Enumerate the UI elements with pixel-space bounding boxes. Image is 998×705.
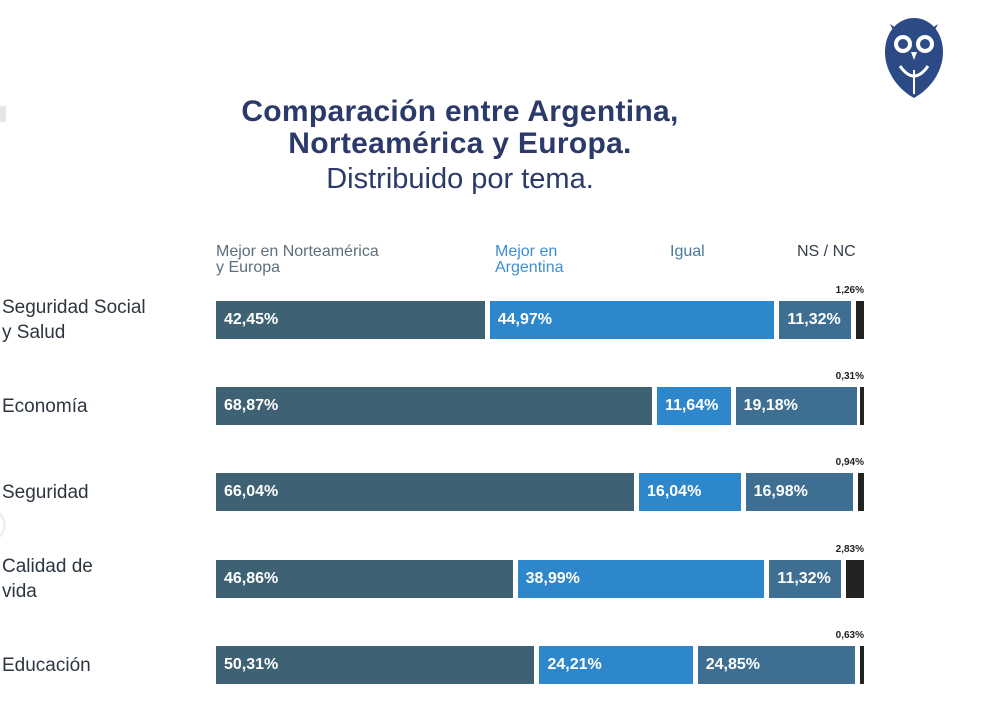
legend-label: Igual <box>670 243 705 260</box>
legend-item: NS / NC <box>797 244 856 260</box>
legend-label: Argentina <box>495 259 564 276</box>
category-label-line: Seguridad <box>2 481 89 503</box>
title-line-2: Norteamérica y Europa. <box>288 127 632 160</box>
bar-segment <box>860 387 864 425</box>
bar-value-label: 24,85% <box>705 656 760 673</box>
category-label: Educación <box>2 653 91 678</box>
bar-value-label: 19,18% <box>743 397 798 414</box>
bar-segment: 11,32% <box>769 560 842 598</box>
owl-logo-icon <box>885 18 943 98</box>
bar-value-label: 46,86% <box>224 570 279 587</box>
category-label-line: Calidad de <box>2 556 93 577</box>
chart-title: Comparación entre Argentina, Norteaméric… <box>150 96 770 196</box>
bar-segment: 11,64% <box>656 387 731 425</box>
category-label: Seguridad Social y Salud <box>2 295 146 345</box>
bar-segment: 24,21% <box>539 646 693 684</box>
edge-decoration-arc <box>0 508 6 542</box>
nsnc-value-label: 1,26% <box>835 285 864 296</box>
bar-value-label: 66,04% <box>224 483 279 500</box>
legend-label: NS / NC <box>797 243 856 260</box>
bar-value-label: 44,97% <box>497 311 552 328</box>
bar-value-label: 16,04% <box>647 483 702 500</box>
category-label-line: Educación <box>2 654 91 676</box>
nsnc-value-label: 2,83% <box>835 544 864 555</box>
nsnc-value-label: 0,31% <box>835 371 864 382</box>
category-label-line: Economía <box>2 395 88 417</box>
nsnc-value-label: 0,63% <box>835 630 864 641</box>
bar-segment <box>856 301 864 339</box>
nsnc-value-label: 0,94% <box>835 457 864 468</box>
category-label-line: Seguridad Social <box>2 297 146 318</box>
bar-segment: 16,98% <box>745 473 854 511</box>
bar-value-label: 68,87% <box>224 397 279 414</box>
bar-value-label: 11,64% <box>664 397 719 414</box>
bar-value-label: 24,21% <box>547 656 602 673</box>
legend-item: Mejor en Norteamérica y Europa <box>216 244 379 276</box>
legend-item: Igual <box>670 244 705 260</box>
bar-value-label: 11,32% <box>777 570 831 587</box>
bar-value-label: 38,99% <box>525 570 580 587</box>
bar-value-label: 11,32% <box>787 311 841 328</box>
bar-value-label: 16,98% <box>753 483 808 500</box>
bar-segment: 38,99% <box>517 560 765 598</box>
bar-segment: 66,04% <box>216 473 635 511</box>
legend-label: Mejor en <box>495 243 558 260</box>
bar-segment: 46,86% <box>216 560 513 598</box>
category-label: Calidad de vida <box>2 554 93 604</box>
bar-segment: 24,85% <box>697 646 855 684</box>
bar-segment <box>858 473 864 511</box>
title-line-1: Comparación entre Argentina, <box>241 95 679 128</box>
bar-value-label: 50,31% <box>224 656 279 673</box>
category-label-line: y Salud <box>2 322 66 343</box>
legend-label: y Europa <box>216 259 281 276</box>
bar-segment: 19,18% <box>735 387 858 425</box>
bar-segment: 42,45% <box>216 301 485 339</box>
bar-segment <box>860 646 864 684</box>
category-label-line: vida <box>2 581 37 602</box>
bar-segment: 68,87% <box>216 387 652 425</box>
category-label: Seguridad <box>2 480 89 505</box>
bar-segment: 44,97% <box>489 301 775 339</box>
chart-subtitle: Distribuido por tema. <box>326 163 594 195</box>
bar-segment: 11,32% <box>779 301 851 339</box>
edge-decoration <box>0 106 6 122</box>
legend-label: Mejor en Norteamérica <box>216 243 379 260</box>
bar-value-label: 42,45% <box>224 311 279 328</box>
bar-segment: 50,31% <box>216 646 535 684</box>
category-label: Economía <box>2 394 88 419</box>
bar-segment: 16,04% <box>639 473 741 511</box>
legend-item: Mejor en Argentina <box>495 244 564 276</box>
bar-segment <box>846 560 864 598</box>
